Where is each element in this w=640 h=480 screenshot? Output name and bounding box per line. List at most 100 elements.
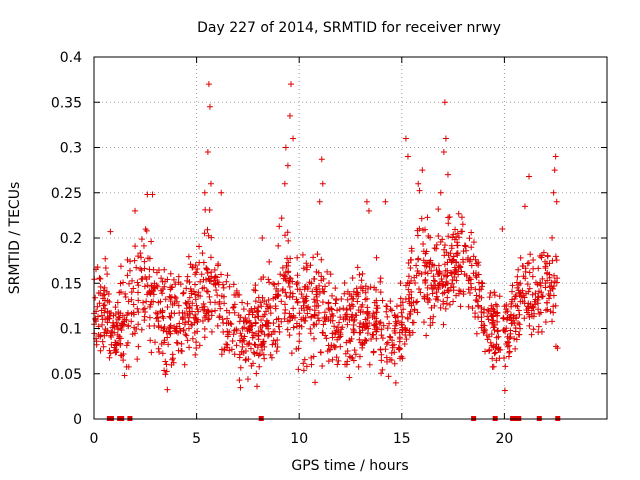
data-point: [316, 198, 323, 205]
data-point: [252, 282, 259, 289]
data-point: [478, 309, 485, 316]
data-point: [364, 330, 371, 337]
data-point: [526, 322, 533, 329]
data-point: [438, 275, 445, 282]
data-point: [134, 305, 141, 312]
data-point: [154, 310, 161, 317]
data-point: [500, 315, 507, 322]
data-point: [539, 275, 546, 282]
data-point: [278, 298, 285, 305]
data-point: [272, 305, 279, 312]
data-point: [151, 285, 158, 292]
data-point: [245, 341, 252, 348]
data-point: [420, 319, 427, 326]
data-point: [164, 304, 171, 311]
data-point: [397, 302, 404, 309]
data-point: [236, 377, 243, 384]
data-point: [433, 245, 440, 252]
data-point: [220, 328, 227, 335]
data-point: [350, 317, 357, 324]
data-point: [120, 357, 127, 364]
data-point: [504, 308, 511, 315]
data-point: [512, 324, 519, 331]
data-point: [198, 271, 205, 278]
data-point: [255, 304, 262, 311]
data-point: [156, 349, 163, 356]
data-point: [283, 293, 290, 300]
data-point: [473, 260, 480, 267]
data-point: [429, 290, 436, 297]
data-point: [392, 379, 399, 386]
data-point: [404, 153, 411, 160]
data-point: [231, 291, 238, 298]
data-point: [317, 349, 324, 356]
data-point: [295, 345, 302, 352]
data-point: [191, 319, 198, 326]
data-point: [526, 285, 533, 292]
data-point: [378, 332, 385, 339]
data-point: [466, 235, 473, 242]
data-point: [112, 311, 119, 318]
data-point: [284, 269, 291, 276]
data-point: [246, 327, 253, 334]
data-point: [126, 280, 133, 287]
data-point: [405, 260, 412, 267]
data-point: [387, 356, 394, 363]
data-point: [448, 270, 455, 277]
data-point: [311, 321, 318, 328]
data-point: [424, 284, 431, 291]
data-point: [197, 278, 204, 285]
data-point: [531, 298, 538, 305]
data-point: [372, 321, 379, 328]
data-point: [140, 242, 147, 249]
data-point: [113, 341, 120, 348]
data-point: [274, 344, 281, 351]
data-point: [218, 271, 225, 278]
data-point: [530, 313, 537, 320]
x-axis-label: GPS time / hours: [291, 458, 408, 474]
data-point: [319, 329, 326, 336]
data-point: [253, 349, 260, 356]
data-point: [191, 329, 198, 336]
data-point: [400, 306, 407, 313]
data-point: [449, 276, 456, 283]
data-point: [147, 337, 154, 344]
data-point: [437, 239, 444, 246]
data-point: [253, 370, 260, 377]
data-point: [106, 347, 113, 354]
data-point: [284, 326, 291, 333]
data-point: [201, 284, 208, 291]
data-point: [206, 293, 213, 300]
data-point: [315, 309, 322, 316]
data-point: [428, 304, 435, 311]
data-point: [293, 281, 300, 288]
data-point: [132, 243, 139, 250]
y-axis-label: SRMTID / TECUs: [7, 182, 23, 295]
data-point: [184, 273, 191, 280]
data-point: [163, 368, 170, 375]
data-point: [314, 288, 321, 295]
data-point: [118, 352, 125, 359]
data-point: [337, 343, 344, 350]
data-point: [287, 289, 294, 296]
data-point: [396, 346, 403, 353]
data-point: [424, 270, 431, 277]
data-point: [290, 324, 297, 331]
data-point: [176, 320, 183, 327]
data-point: [183, 300, 190, 307]
data-point: [497, 346, 504, 353]
data-point: [363, 323, 370, 330]
data-point: [259, 341, 266, 348]
data-point: [224, 272, 231, 279]
data-point: [132, 207, 139, 214]
data-point: [192, 281, 199, 288]
data-point: [300, 265, 307, 272]
data-point: [348, 313, 355, 320]
data-point: [221, 300, 228, 307]
data-point: [336, 319, 343, 326]
data-point: [146, 266, 153, 273]
data-point: [178, 347, 185, 354]
data-point: [337, 314, 344, 321]
data-point: [535, 265, 542, 272]
